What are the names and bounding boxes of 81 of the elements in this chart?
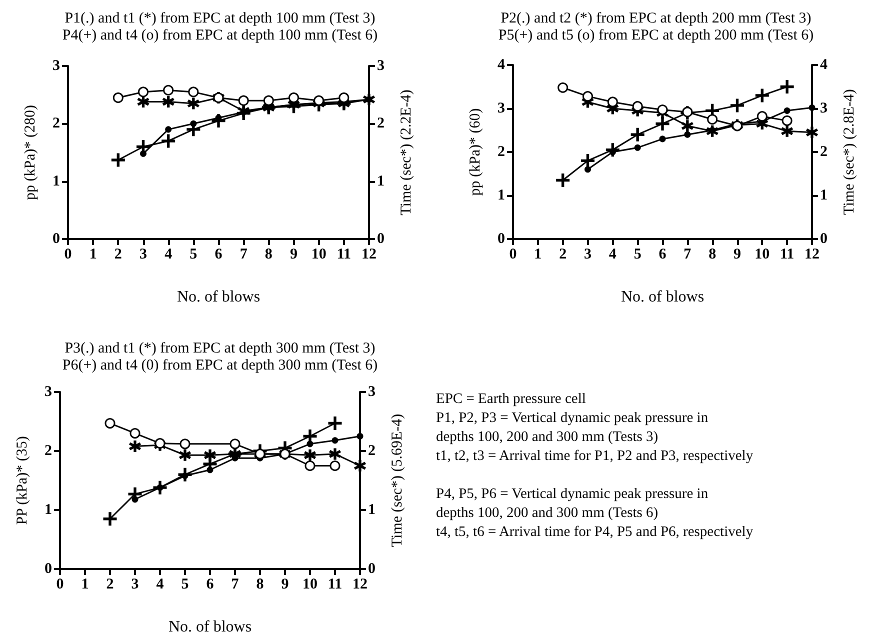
y2-tick-label: 2 [820, 144, 828, 160]
x-tick-label: 10 [311, 246, 326, 262]
x-tick-label: 9 [281, 576, 289, 592]
x-tick-label: 7 [231, 576, 240, 592]
x-tick-label: 8 [256, 576, 264, 592]
y2-tick-label: 3 [820, 100, 828, 116]
x-tick-label: 5 [190, 246, 198, 262]
chart-title: P1(.) and t1 (*) from EPC at depth 100 mm (Test 3) [64, 10, 376, 26]
y2-axis-title: Time (sec*) (2.2E-4) [398, 90, 414, 216]
x-tick-label: 10 [754, 246, 770, 262]
x-tick-label: 9 [734, 246, 741, 262]
y2-axis-title: Time (sec*) (5.69E-4) [390, 414, 406, 548]
y2-tick-label: 3 [368, 384, 376, 400]
x-tick-label: 0 [509, 246, 517, 262]
x-axis-title: No. of blows [620, 288, 704, 306]
y2-tick-label: 1 [368, 502, 376, 518]
x-tick-label: 3 [131, 576, 139, 592]
x-tick-label: 4 [164, 246, 173, 262]
y-tick-label: 2 [498, 144, 505, 160]
x-tick-label: 11 [328, 576, 342, 592]
y-axis-title: pp (kPa)* (60) [468, 108, 484, 196]
y2-tick-label: 4 [820, 57, 828, 73]
text: P4, P5, P6 = Vertical dynamic peak pressure in depths 100, 200 and 300 mm (Tests 6) t4, t5, t6 = Arrival time for P4, P5 and P6, respectively [436, 485, 754, 542]
y-tick-label: 1 [498, 188, 505, 204]
chart-subtitle: P6(+) and t4 (0) from EPC at depth 300 mm (Test 6) [62, 358, 378, 374]
x-axis-title: No. of blows [176, 288, 260, 306]
x-tick-label: 7 [684, 246, 692, 262]
y-tick-label: 3 [52, 58, 60, 74]
y2-tick-label: 0 [820, 231, 828, 247]
x-tick-label: 9 [290, 246, 298, 262]
y2-tick-label: 2 [368, 443, 376, 459]
y-tick-label: 3 [44, 384, 52, 400]
x-tick-label: 6 [214, 246, 223, 262]
x-tick-label: 3 [140, 246, 147, 262]
x-tick-label: 12 [804, 246, 820, 262]
y-axis-title: pp (kPa)* (280) [22, 105, 38, 200]
text: EPC = Earth pressure cell P1, P2, P3 = Vertical dynamic peak pressure in depths 100, 200 and 300 mm (Tests 3) t1, t2, t3 = Arrival time for P1, P2 and P3, respectively [436, 390, 754, 466]
x-tick-label: 4 [608, 246, 617, 262]
x-tick-label: 5 [634, 246, 642, 262]
y-tick-label: 0 [52, 231, 60, 247]
y2-tick-label: 2 [377, 116, 384, 132]
x-tick-label: 1 [89, 246, 97, 262]
x-tick-label: 4 [156, 576, 164, 592]
y-tick-label: 2 [52, 116, 60, 132]
y-tick-label: 2 [44, 443, 52, 459]
y2-axis-title: Time (sec*) (2.8E-4) [842, 89, 858, 215]
x-tick-label: 11 [780, 246, 794, 262]
x-tick-label: 6 [206, 576, 214, 592]
y2-tick-label: 3 [377, 58, 384, 74]
x-tick-label: 2 [106, 576, 114, 592]
x-tick-label: 2 [559, 246, 567, 262]
chart-subtitle: P5(+) and t5 (o) from EPC at depth 200 mm (Test 6) [498, 28, 814, 44]
x-tick-label: 1 [534, 246, 542, 262]
x-tick-label: 7 [240, 246, 248, 262]
y2-tick-label: 0 [368, 561, 376, 577]
x-tick-label: 3 [584, 246, 592, 262]
x-tick-label: 12 [352, 576, 368, 592]
x-tick-label: 10 [302, 576, 318, 592]
x-tick-label: 6 [658, 246, 667, 262]
y-tick-label: 3 [498, 100, 505, 116]
y-tick-label: 1 [52, 173, 60, 190]
x-tick-label: 8 [264, 246, 272, 262]
y-tick-label: 1 [44, 502, 52, 518]
x-tick-label: 5 [181, 576, 189, 592]
x-tick-label: 8 [708, 246, 716, 262]
chart-subtitle: P4(+) and t4 (o) from EPC at depth 100 mm (Test 6) [62, 28, 378, 44]
y-tick-label: 4 [498, 57, 506, 73]
x-tick-label: 2 [114, 246, 122, 262]
x-tick-label: 12 [362, 246, 376, 262]
x-tick-label: 1 [81, 576, 89, 592]
x-tick-label: 11 [336, 246, 352, 262]
y-tick-label: 0 [44, 561, 52, 577]
y2-tick-label: 1 [820, 188, 828, 204]
x-axis-title: No. of blows [168, 618, 252, 636]
y-tick-label: 0 [498, 231, 505, 247]
chart-title: P2(.) and t2 (*) from EPC at depth 200 mm (Test 3) [500, 10, 812, 26]
y2-tick-label: 0 [377, 231, 384, 247]
y-axis-title: PP (kPa)* (35) [14, 436, 30, 525]
chart-title: P3(.) and t1 (*) from EPC at depth 300 mm (Test 3) [64, 340, 376, 356]
x-tick-label: 0 [64, 246, 72, 262]
y2-tick-label: 1 [377, 173, 384, 190]
